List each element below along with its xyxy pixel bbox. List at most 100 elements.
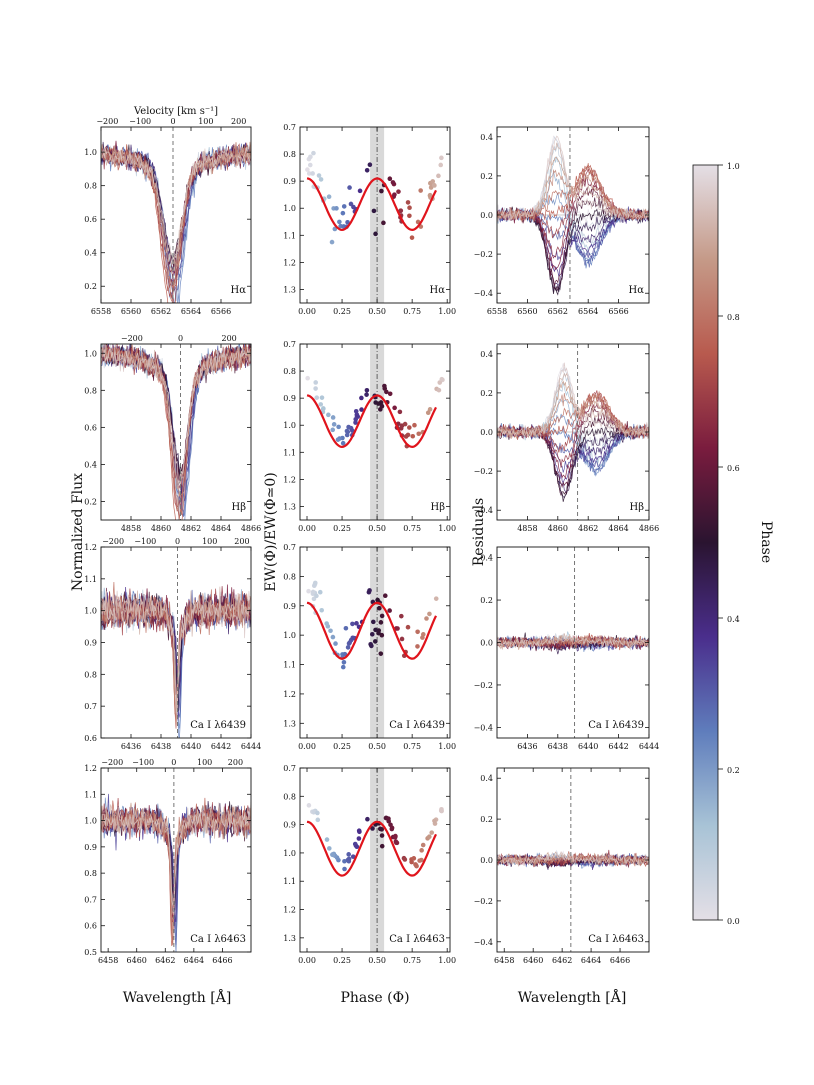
ew-point bbox=[313, 380, 319, 385]
ew-point bbox=[315, 817, 321, 823]
bottom-xlabel-left: Wavelength [Å] bbox=[123, 988, 232, 1006]
x-tick-label: 4866 bbox=[241, 524, 261, 533]
spectrum-line bbox=[101, 590, 251, 720]
x-tick-label: 4860 bbox=[548, 524, 568, 533]
ew-point bbox=[373, 627, 378, 633]
x-tick-label: 0.25 bbox=[333, 956, 351, 965]
colorbar-tick-label: 0.8 bbox=[727, 313, 740, 322]
y-tick-label: −0.4 bbox=[474, 723, 493, 732]
ew-point bbox=[396, 189, 401, 194]
spectrum-line bbox=[101, 593, 251, 723]
x-tick-label: 6464 bbox=[581, 956, 601, 965]
panel-2-2: 6436 6438 6440 6442 6444 −0.4 −0.2 0.0 0.2 0.4 Ca … bbox=[474, 546, 659, 751]
x-tick-label: 1.00 bbox=[438, 307, 456, 316]
x-tick-label: 6460 bbox=[523, 956, 543, 965]
velocity-tick-label: −200 bbox=[101, 758, 123, 767]
panel-plot-area bbox=[306, 547, 439, 738]
right-ylabel: Residuals bbox=[471, 498, 487, 566]
velocity-tick-label: 0 bbox=[171, 758, 176, 767]
x-tick-label: 6438 bbox=[548, 742, 568, 751]
model-curve bbox=[306, 394, 437, 449]
x-tick-label: 6466 bbox=[212, 956, 232, 965]
y-tick-label: 0.0 bbox=[480, 856, 493, 865]
y-tick-label: 1.2 bbox=[283, 906, 296, 915]
x-tick-label: 6566 bbox=[608, 307, 628, 316]
ew-point bbox=[419, 848, 424, 853]
x-tick-label: 6462 bbox=[155, 956, 175, 965]
x-tick-label: 0.25 bbox=[333, 307, 351, 316]
ew-point bbox=[379, 403, 385, 409]
x-tick-label: 4860 bbox=[151, 524, 171, 533]
ew-point bbox=[407, 213, 412, 219]
ew-point bbox=[431, 182, 437, 188]
y-tick-label: 1.2 bbox=[84, 764, 97, 773]
ew-point bbox=[424, 616, 429, 621]
x-tick-label: 6560 bbox=[121, 307, 141, 316]
ew-point bbox=[359, 395, 364, 401]
y-tick-label: 1.1 bbox=[84, 575, 97, 584]
x-tick-label: 6436 bbox=[517, 742, 537, 751]
ew-point bbox=[367, 162, 373, 167]
ew-point bbox=[349, 428, 355, 433]
ew-point bbox=[334, 206, 339, 211]
y-tick-label: 0.0 bbox=[480, 428, 493, 437]
ew-point bbox=[415, 629, 420, 635]
x-tick-label: 6566 bbox=[211, 307, 231, 316]
panel-frame bbox=[299, 126, 451, 304]
ew-point bbox=[379, 188, 384, 194]
ew-point bbox=[347, 640, 353, 645]
ew-point bbox=[429, 830, 435, 835]
ew-point bbox=[430, 179, 436, 184]
panel-plot-area bbox=[101, 344, 251, 520]
panel-line-label: Hα bbox=[231, 285, 247, 296]
panel-plot-area bbox=[497, 127, 649, 303]
ew-point bbox=[340, 210, 346, 216]
velocity-tick-label: 200 bbox=[228, 758, 243, 767]
x-tick-label: 4858 bbox=[517, 524, 537, 533]
panel-2-1: 0.00 0.25 0.50 0.75 1.00 0.7 0.8 0.9 1.0 1.1 1.2 1.… bbox=[283, 543, 456, 751]
panel-plot-area bbox=[305, 344, 445, 520]
panel-line-label: Hα bbox=[629, 285, 645, 296]
ew-point bbox=[399, 613, 404, 619]
y-tick-label: 0.2 bbox=[480, 389, 493, 398]
y-tick-label: 0.5 bbox=[84, 948, 97, 957]
y-tick-label: 1.1 bbox=[283, 448, 296, 457]
ew-point bbox=[346, 852, 351, 857]
panel-line-label: Ca I λ6463 bbox=[389, 934, 445, 945]
ew-point bbox=[369, 632, 375, 637]
ew-point bbox=[377, 826, 383, 832]
y-tick-label: 0.6 bbox=[84, 215, 97, 224]
y-tick-label: 0.7 bbox=[283, 123, 296, 132]
ew-point bbox=[418, 188, 423, 193]
spectrum-line bbox=[497, 135, 649, 223]
ew-point bbox=[364, 387, 370, 393]
bottom-xlabel-right: Wavelength [Å] bbox=[518, 988, 627, 1006]
y-tick-label: 0.4 bbox=[480, 774, 493, 783]
ew-point bbox=[341, 204, 347, 209]
colorbar-tick-label: 0.4 bbox=[727, 615, 740, 624]
ew-point bbox=[398, 208, 404, 213]
ew-point bbox=[306, 171, 312, 176]
x-tick-label: 0.25 bbox=[333, 524, 351, 533]
ew-point bbox=[417, 858, 422, 863]
colorbar-gradient bbox=[692, 164, 719, 921]
panel-line-label: Ca I λ6463 bbox=[190, 934, 246, 945]
ew-point bbox=[425, 410, 431, 416]
ew-point bbox=[324, 621, 329, 626]
ew-point bbox=[392, 834, 398, 840]
panel-0-1: 0.00 0.25 0.50 0.75 1.00 0.7 0.8 0.9 1.0 1.1 1.2 1.… bbox=[283, 123, 456, 316]
ew-point bbox=[356, 836, 362, 841]
ew-point bbox=[407, 205, 412, 211]
panel-frame bbox=[299, 767, 451, 953]
ew-point bbox=[365, 816, 370, 822]
x-tick-label: 1.00 bbox=[438, 524, 456, 533]
y-tick-label: 0.0 bbox=[480, 211, 493, 220]
y-tick-label: 1.2 bbox=[283, 690, 296, 699]
ew-point bbox=[347, 185, 352, 190]
x-tick-label: 0.75 bbox=[403, 524, 421, 533]
velocity-tick-label: −200 bbox=[102, 537, 124, 546]
ew-point bbox=[373, 231, 378, 237]
spectrum-line bbox=[101, 346, 251, 517]
ew-point bbox=[340, 440, 346, 446]
ew-point bbox=[376, 401, 381, 406]
